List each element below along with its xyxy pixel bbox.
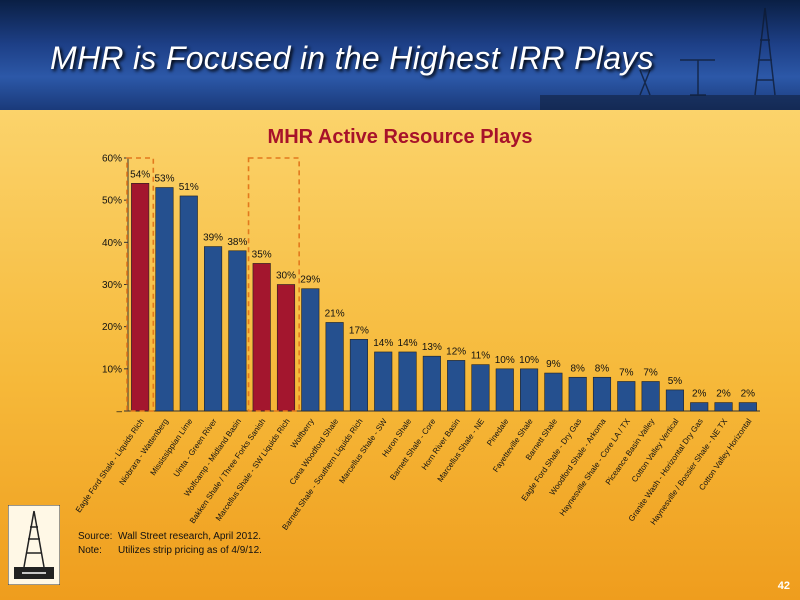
data-label: 2% (741, 389, 756, 400)
data-label: 8% (595, 363, 610, 374)
data-label: 2% (716, 389, 731, 400)
data-label: 7% (643, 367, 658, 378)
category-label: Pinedale (485, 417, 511, 448)
header-banner: MHR is Focused in the Highest IRR Plays (0, 0, 800, 110)
bar (714, 402, 733, 412)
data-label: 9% (546, 359, 561, 370)
data-label: 30% (276, 271, 296, 282)
data-label: 35% (252, 249, 272, 260)
bar (495, 368, 514, 412)
bar (276, 284, 296, 412)
data-label: 2% (692, 389, 707, 400)
data-label: 17% (349, 325, 369, 336)
bar (471, 364, 490, 412)
bar (155, 187, 174, 412)
bar (252, 263, 271, 412)
page-number: 42 (777, 580, 790, 592)
footnote-text: Utilizes strip pricing as of 4/9/12. (118, 545, 262, 556)
footnote-text: Wall Street research, April 2012. (118, 531, 262, 542)
footnote-key: Note: (78, 545, 102, 556)
y-tick-label: 10% (102, 364, 122, 375)
bar (349, 339, 368, 412)
bar (325, 322, 344, 412)
category-label: Uinta - Green River (172, 417, 219, 479)
bar (617, 381, 636, 412)
bar (398, 351, 417, 412)
data-label: 10% (519, 355, 539, 366)
bar (422, 355, 441, 412)
bar (447, 360, 466, 412)
y-tick-label: 60% (102, 154, 122, 165)
bar (544, 372, 563, 412)
y-tick-label: – (116, 407, 122, 418)
bar (131, 183, 150, 412)
bar (592, 376, 612, 412)
data-label: 38% (227, 237, 247, 248)
bar (179, 195, 198, 412)
category-label: Barnett Shale - Core (388, 417, 438, 482)
bar (204, 246, 223, 412)
data-label: 14% (398, 338, 418, 349)
y-tick-label: 40% (102, 238, 122, 249)
bar (641, 381, 660, 412)
footnote-key: Source: (78, 531, 113, 542)
bar (301, 288, 320, 412)
footnote-note: Note: Utilizes strip pricing as of 4/9/1… (78, 544, 262, 558)
data-label: 54% (130, 169, 150, 180)
bar (520, 368, 539, 412)
slide-title: MHR is Focused in the Highest IRR Plays (50, 40, 654, 76)
data-label: 13% (422, 342, 442, 353)
y-tick-label: 50% (102, 196, 122, 207)
data-label: 10% (495, 355, 515, 366)
category-label: Wolfberry (289, 417, 316, 450)
bar (690, 402, 709, 412)
bar (738, 402, 757, 412)
y-tick-label: 20% (102, 322, 122, 333)
chart-title: MHR Active Resource Plays (267, 126, 533, 148)
oil-rig-decoration-icon (540, 7, 800, 110)
data-label: 5% (668, 376, 683, 387)
data-label: 53% (154, 174, 174, 185)
bar (568, 376, 587, 412)
footnotes: Source: Wall Street research, April 2012… (78, 530, 262, 558)
highlight-box (247, 157, 300, 412)
data-label: 51% (179, 182, 199, 193)
company-logo-icon (8, 505, 60, 585)
footnote-source: Source: Wall Street research, April 2012… (78, 530, 262, 544)
highlight-box (126, 157, 155, 412)
data-label: 8% (570, 363, 585, 374)
bar (665, 389, 684, 412)
data-label: 12% (446, 346, 466, 357)
data-label: 14% (373, 338, 393, 349)
category-label: Mississippian Lime (149, 417, 195, 478)
bar (228, 250, 247, 412)
data-label: 39% (203, 233, 223, 244)
data-label: 11% (471, 351, 490, 362)
y-tick-label: 30% (102, 280, 122, 291)
category-label: Marcellus Shale - NE (436, 417, 486, 484)
data-label: 21% (325, 308, 345, 319)
data-label: 29% (300, 275, 320, 286)
bar (374, 351, 393, 412)
data-label: 7% (619, 367, 634, 378)
